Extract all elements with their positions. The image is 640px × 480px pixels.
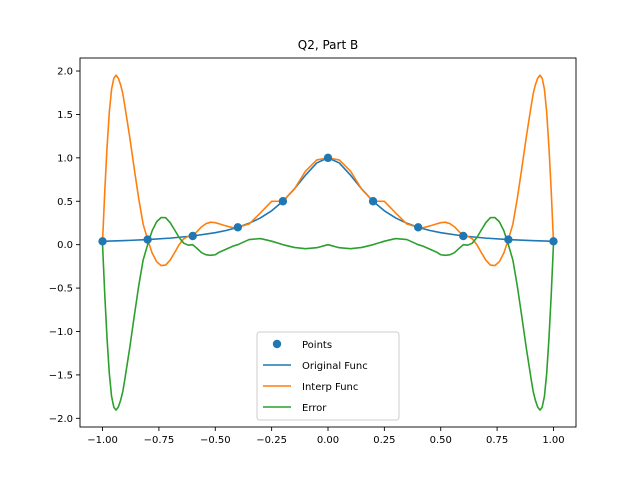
x-tick-label: 0.25 — [373, 435, 395, 446]
data-point — [188, 231, 197, 241]
y-tick-label: −2.0 — [49, 414, 73, 425]
data-point — [233, 223, 243, 232]
data-point — [98, 237, 107, 246]
y-tick-label: 1.5 — [57, 110, 73, 121]
y-tick-label: 1.0 — [57, 153, 73, 164]
axes: −1.00 −0.75 −0.50 −0.25 0.00 0.25 0.50 0.75 1.00… — [49, 57, 577, 446]
data-point — [368, 197, 378, 206]
data-point — [413, 223, 423, 232]
x-tick-label: −1.00 — [87, 435, 118, 446]
legend: Points Original Func Interp Func Error — [256, 331, 400, 421]
y-tick-label: −1.0 — [49, 327, 73, 338]
legend-item-interp-func: Interp Func — [263, 382, 358, 393]
series-line-error — [101, 216, 555, 411]
y-tick-label: −1.5 — [49, 370, 73, 381]
legend-label: Error — [302, 403, 327, 414]
x-tick-label: 0.50 — [430, 435, 452, 446]
data-point — [549, 237, 558, 246]
data-point — [278, 197, 288, 206]
x-tick-label: −0.50 — [200, 435, 231, 446]
x-tick-label: −0.25 — [256, 435, 287, 446]
legend-item-points: Points — [272, 339, 332, 351]
plot-area — [98, 74, 558, 411]
x-tick-label: 0.75 — [486, 435, 508, 446]
legend-marker — [272, 339, 282, 349]
data-point — [459, 231, 468, 241]
series-points — [98, 153, 558, 246]
y-tick-label: 0.5 — [57, 197, 73, 208]
x-tick-label: −0.75 — [144, 435, 175, 446]
y-tick-label: 0.0 — [57, 240, 73, 251]
data-point — [143, 235, 152, 244]
chart-title: Q2, Part B — [298, 38, 358, 52]
legend-label: Original Func — [302, 361, 368, 372]
legend-item-error: Error — [263, 403, 327, 414]
legend-label: Interp Func — [302, 382, 358, 393]
data-point — [504, 235, 513, 244]
legend-label: Points — [302, 340, 332, 351]
x-tick-label: 0.00 — [317, 435, 339, 446]
x-tick-label: 1.00 — [542, 435, 564, 446]
legend-box — [256, 331, 400, 421]
y-tick-label: 2.0 — [57, 67, 73, 78]
legend-item-original-func: Original Func — [263, 361, 368, 372]
data-point — [323, 153, 333, 163]
y-tick-label: −0.5 — [49, 284, 73, 295]
